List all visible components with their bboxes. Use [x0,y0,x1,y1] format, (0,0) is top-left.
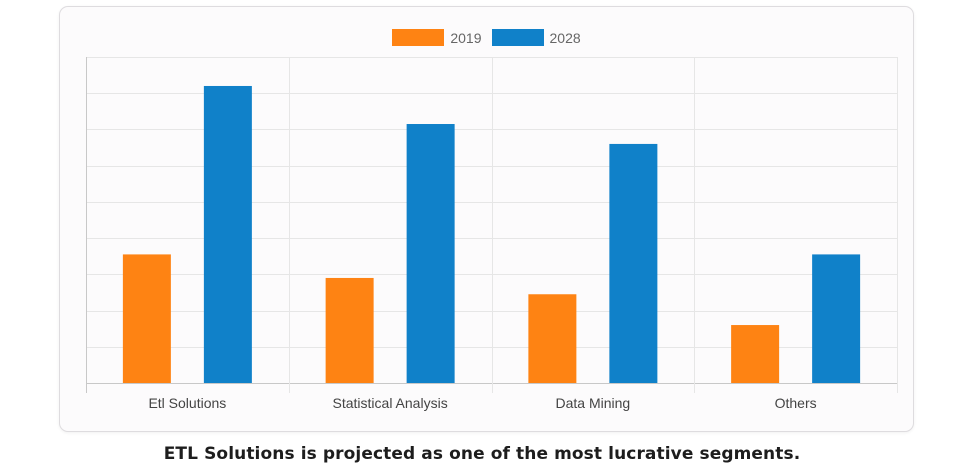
x-tick-label: Etl Solutions [148,395,226,411]
bar-2028-statistical-analysis [406,124,455,383]
bar-2028-etl-solutions [203,85,252,383]
bar-2019-data-mining [528,294,577,383]
legend-label-2019: 2019 [450,29,482,46]
legend-item-2019[interactable]: 2019 [392,29,482,46]
bar-2028-others [812,254,861,383]
chart-card: 2019 2028 Etl Solutions Statistical Analy… [59,6,914,432]
x-tick-label: Others [775,395,817,411]
legend-item-2028[interactable]: 2028 [491,29,581,46]
bar-2019-others [731,325,780,383]
legend-swatch-2019 [392,29,445,46]
x-tick-label: Statistical Analysis [333,395,448,411]
x-tick-label: Data Mining [556,395,631,411]
legend-swatch-2028 [491,29,544,46]
chart-legend: 2019 2028 [60,29,913,46]
bar-chart: Etl Solutions Statistical Analysis Data Mi… [86,57,898,411]
chart-caption: ETL Solutions is projected as one of the… [163,444,801,464]
bar-2019-statistical-analysis [325,277,374,383]
bar-2019-etl-solutions [122,254,171,383]
legend-label-2028: 2028 [549,29,581,46]
bar-2028-data-mining [609,143,658,383]
